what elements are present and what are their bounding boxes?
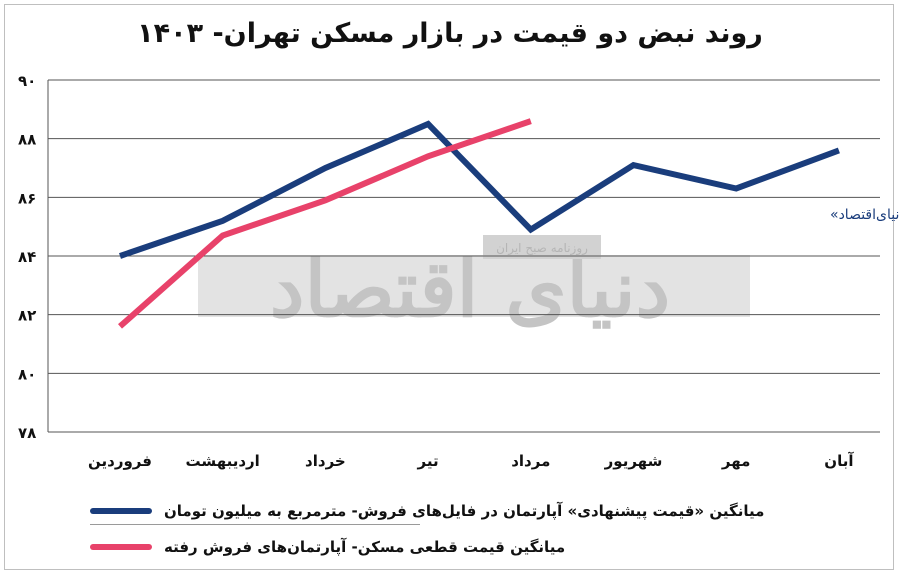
y-tick-label: ۸۸: [18, 131, 36, 149]
y-tick-label: ۸۲: [18, 307, 36, 325]
x-tick-label: مهر: [721, 452, 751, 470]
legend-item-final-price: میانگین قیمت قطعی مسکن- آپارتمان‌های فرو…: [90, 536, 565, 558]
watermark: دنیای اقتصاد روزنامه صبح ایران: [198, 235, 750, 335]
watermark-subtitle-box: [483, 235, 601, 259]
watermark-brand: دنیای اقتصاد: [270, 244, 671, 335]
y-tick-label: ۸۴: [18, 248, 36, 266]
legend-divider: [90, 524, 420, 525]
x-tick-label: خرداد: [305, 452, 346, 470]
series-layer: [118, 118, 840, 329]
chart-frame: [4, 4, 894, 570]
x-axis: فروردین اردیبهشت خرداد تیر مرداد شهریور مهر آبا…: [88, 452, 854, 470]
legend-label-asking-price: میانگین «قیمت پیشنهادی» آپارتمان در فایل…: [164, 502, 765, 520]
y-tick-label: ۹۰: [18, 72, 36, 90]
x-tick-label: اردیبهشت: [186, 452, 260, 470]
x-tick-label: آبان: [824, 452, 854, 470]
series-line-asking-price: [119, 120, 840, 259]
chart-annotation: شاخص مسکن «دنیای‌اقتصاد»: [830, 207, 900, 223]
y-tick-label: ۸۰: [18, 365, 36, 383]
y-tick-label: ۸۶: [18, 189, 36, 207]
watermark-subtitle: روزنامه صبح ایران: [496, 241, 588, 256]
legend-item-asking-price: میانگین «قیمت پیشنهادی» آپارتمان در فایل…: [90, 500, 764, 522]
y-axis: ۷۸ ۸۰ ۸۲ ۸۴ ۸۶ ۸۸ ۹۰: [18, 72, 49, 442]
gridlines: [48, 79, 880, 433]
legend-swatch-asking-price: [90, 508, 152, 514]
x-tick-label: مرداد: [511, 452, 550, 470]
watermark-band: [198, 255, 750, 317]
x-tick-label: تیر: [417, 452, 439, 470]
chart-title: روند نبض دو قیمت در بازار مسکن تهران- ۱۴…: [137, 18, 763, 49]
x-tick-label: شهریور: [604, 452, 663, 470]
y-tick-label: ۷۸: [18, 424, 36, 442]
x-tick-label: فروردین: [88, 452, 152, 470]
legend-swatch-final-price: [90, 544, 152, 550]
line-chart: دنیای اقتصاد روزنامه صبح ایران ۷۸ ۸۰ ۸۲ ۸۴ ۸…: [18, 72, 900, 470]
legend-label-final-price: میانگین قیمت قطعی مسکن- آپارتمان‌های فرو…: [164, 538, 566, 556]
